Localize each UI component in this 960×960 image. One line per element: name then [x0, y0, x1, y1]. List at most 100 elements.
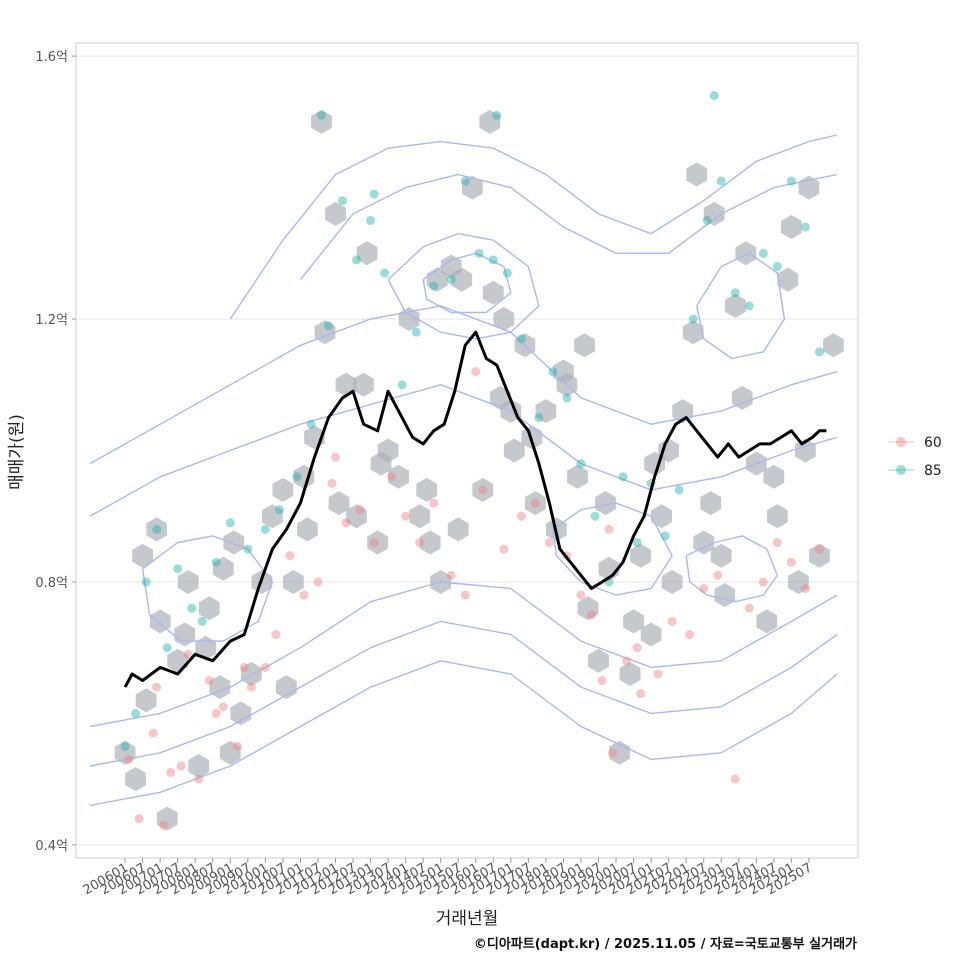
point-85 [758, 248, 768, 258]
legend-swatch-85 [896, 465, 906, 475]
point-60 [211, 708, 221, 718]
point-85 [152, 524, 162, 534]
point-60 [313, 577, 323, 587]
hexbin-cell [567, 464, 588, 489]
point-85 [397, 380, 407, 390]
hexbin-cell [777, 267, 799, 292]
point-60 [152, 682, 162, 692]
hexbin-cell [788, 570, 809, 594]
point-85 [141, 577, 151, 587]
contour-line [299, 173, 838, 281]
scatter-points [120, 91, 824, 830]
hexbin-cell [356, 241, 378, 266]
point-60 [604, 524, 614, 534]
point-85 [366, 215, 376, 225]
hexbin-cell [781, 215, 802, 239]
point-85 [800, 222, 810, 232]
point-60 [246, 682, 256, 692]
point-85 [197, 616, 207, 626]
hexbin-cell [767, 504, 788, 529]
point-85 [660, 531, 670, 541]
hexbin-cell [693, 530, 715, 555]
y-axis-title: 매매가(원) [7, 414, 27, 490]
point-85 [632, 538, 642, 548]
hexbin-cell [756, 609, 778, 634]
legend-item-60: 60 [888, 435, 942, 451]
point-85 [120, 741, 130, 751]
hexbin-cell [276, 675, 297, 700]
hexbin-cell [283, 570, 304, 594]
point-60 [369, 538, 379, 548]
point-85 [260, 524, 270, 534]
point-60 [194, 774, 204, 784]
y-tick-label: 0.8억 [35, 576, 68, 591]
y-tick-label: 0.4억 [35, 839, 68, 854]
contour-line [422, 252, 512, 314]
point-60 [786, 557, 796, 567]
point-60 [401, 511, 411, 521]
plot-panel [75, 42, 859, 859]
hexbin-cell [297, 517, 318, 542]
point-85 [446, 275, 456, 285]
point-60 [330, 452, 340, 462]
trend-line-layer [123, 330, 827, 688]
hexbin-cell [188, 754, 210, 778]
point-60 [685, 630, 695, 640]
hexbin-cell [619, 662, 641, 686]
x-axis: 2006012006072007012007072008012008072009… [81, 858, 815, 898]
hexbin-cell [132, 543, 153, 568]
point-85 [702, 215, 712, 225]
hexbin-cell [135, 688, 157, 713]
point-60 [730, 774, 740, 784]
hexbin-cell [661, 570, 683, 594]
point-60 [341, 518, 351, 528]
contour-line [141, 535, 274, 642]
point-60 [471, 367, 481, 377]
point-85 [243, 544, 253, 554]
point-60 [387, 472, 397, 482]
point-85 [744, 301, 754, 311]
point-60 [636, 689, 646, 699]
point-85 [316, 110, 326, 120]
hexbin-cell [177, 570, 199, 594]
point-60 [699, 584, 709, 594]
hexbin-cell [219, 740, 241, 765]
point-60 [176, 761, 186, 771]
point-85 [323, 321, 333, 331]
hexbin-cell [125, 767, 146, 792]
point-60 [597, 676, 607, 686]
hexbin-cell [451, 267, 473, 292]
point-60 [608, 748, 618, 758]
contour-line [89, 384, 838, 517]
hexbin-cell [198, 596, 220, 621]
point-85 [562, 393, 572, 403]
point-85 [225, 518, 235, 528]
hexbin-cell [370, 451, 392, 476]
point-60 [800, 584, 810, 594]
hexbin-cell [588, 648, 609, 673]
point-85 [429, 281, 439, 291]
hexbin-cell [311, 109, 332, 134]
hexbin-cell [651, 504, 672, 529]
point-85 [548, 367, 558, 377]
y-tick-label: 1.6억 [35, 50, 68, 65]
point-85 [292, 472, 302, 482]
hexbin-cell [212, 556, 234, 581]
hexbin-cell [553, 359, 574, 384]
point-85 [274, 505, 284, 515]
point-85 [352, 255, 362, 265]
point-85 [516, 334, 526, 344]
point-60 [327, 478, 337, 488]
point-60 [814, 544, 824, 554]
hexbin-cell [682, 320, 704, 345]
hexbin-cell [710, 543, 732, 568]
y-tick-label: 1.2억 [35, 313, 68, 328]
hexbin-layer [114, 109, 844, 831]
hexbin-cell [388, 464, 409, 489]
point-85 [211, 557, 221, 567]
y-axis: 0.4억 0.8억 1.2억 1.6억 [35, 50, 76, 854]
grid-lines [76, 55, 858, 846]
hexbin-cell [731, 385, 753, 410]
contour-line [89, 305, 838, 465]
